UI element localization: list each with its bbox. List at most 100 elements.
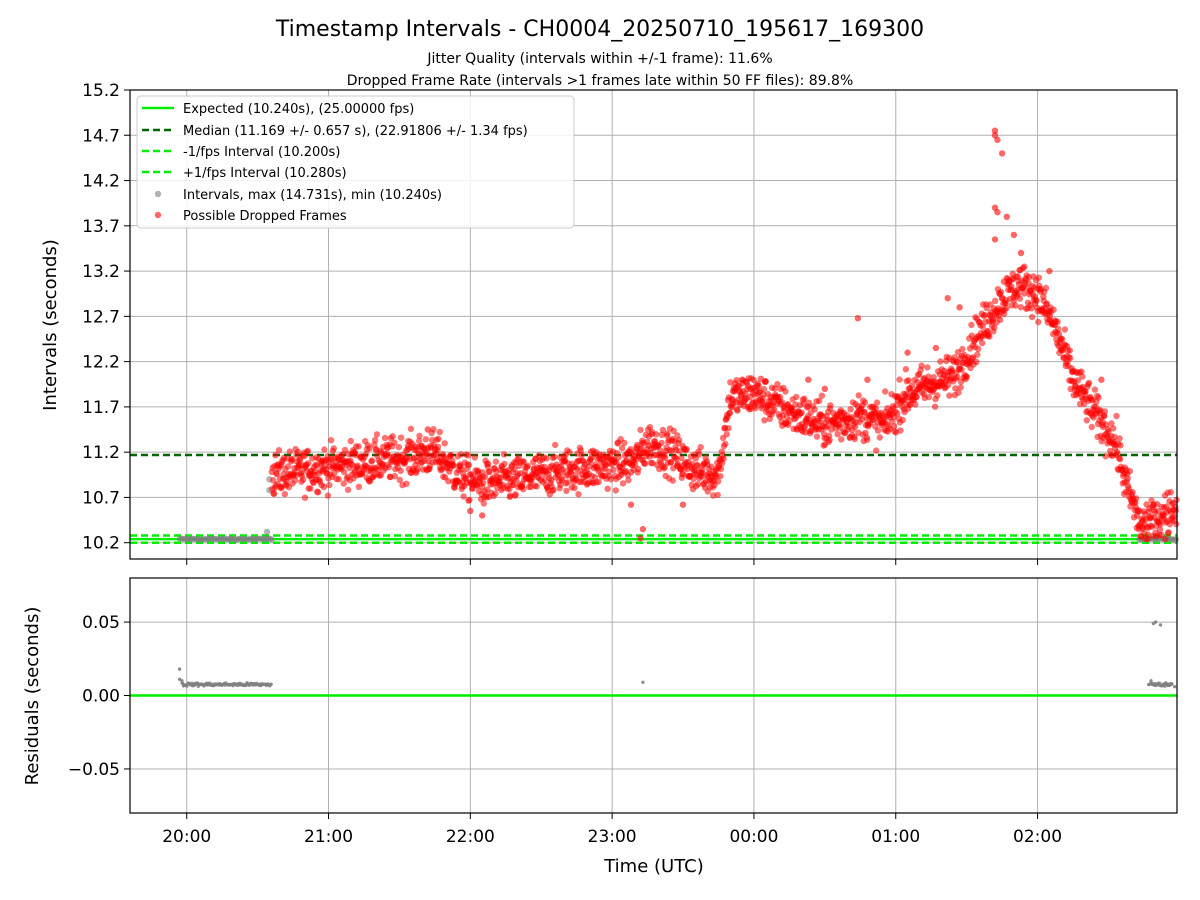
dropped-frame-point [304,447,311,454]
dropped-frame-point [958,366,965,373]
dropped-frame-point [564,479,571,486]
dropped-frame-point [975,345,982,352]
dropped-frame-point [695,451,703,458]
dropped-frame-point [354,465,362,472]
dropped-frame-point [294,448,302,456]
dropped-frame-point [894,410,901,417]
dropped-frame-point [991,236,999,243]
intervals-y-tick-label: 10.2 [82,534,120,554]
dropped-frame-point [1014,273,1021,280]
dropped-frame-point [1016,295,1024,302]
dropped-frame-point [557,481,564,488]
dropped-frame-point [395,443,403,451]
dropped-frame-point [851,435,858,443]
dropped-frame-point [637,535,644,542]
dropped-frame-point [424,426,431,433]
dropped-frame-point [1085,379,1093,387]
dropped-frame-point [726,409,733,417]
dropped-frame-point [669,477,676,484]
dropped-frame-point [776,393,784,401]
intervals-y-tick-label: 15.2 [82,81,120,101]
dropped-frame-point [1116,435,1123,442]
dropped-frame-point [471,454,478,461]
dropped-frame-point [434,443,442,451]
dropped-frame-point [635,465,642,473]
dropped-frame-point [1162,535,1169,543]
dropped-frame-point [1158,531,1165,539]
dropped-frame-point [492,490,499,497]
dropped-frame-point [714,491,721,499]
intervals-y-tick-label: 13.7 [82,217,120,237]
dropped-frame-point [717,465,725,472]
dropped-frame-point [414,465,421,472]
dropped-frame-point [362,450,370,458]
dropped-frame-point [551,453,558,460]
x-tick-label: 00:00 [729,827,778,847]
dropped-frame-point [480,479,487,486]
intervals-panel: 10.2 10.7 11.2 11.7 12.2 12.7 13.2 13.7 14.2 14.7… [40,81,1180,565]
x-axis-label: Time (UTC) [603,856,704,877]
dropped-frame-point [834,430,841,438]
dropped-frame-point [874,427,882,434]
dropped-frame-point [1124,475,1131,482]
intervals-x-ticks [186,559,1039,565]
dropped-frame-point [368,457,376,464]
dropped-frame-point [533,483,540,490]
dropped-frame-point [675,436,683,444]
dropped-frame-point [1017,304,1024,311]
dropped-frame-point [662,454,669,461]
dropped-frame-point [847,406,854,413]
dropped-frame-point [480,500,487,507]
dropped-frame-point [872,405,879,412]
dropped-frame-point [1117,442,1124,449]
dropped-frame-point [932,344,940,352]
residual-point [180,679,184,683]
residuals-x-ticks: 20:00 21:00 22:00 23:00 00:00 01:00 02:00 [162,813,1062,847]
dropped-frame-point [957,384,964,391]
dropped-frame-point [292,477,299,484]
dropped-frame-point [575,491,582,498]
intervals-points [176,127,1180,543]
x-tick-label: 21:00 [304,827,353,847]
dropped-frame-point [752,405,759,412]
dropped-frame-point [1091,386,1099,393]
dropped-frame-point [1046,267,1053,275]
dropped-frame-point [436,428,443,436]
x-tick-label: 23:00 [588,827,637,847]
dropped-frame-point [284,463,292,470]
intervals-y-tick-label: 11.7 [82,398,120,418]
dropped-frame-point [1003,304,1010,312]
dropped-frame-point [627,446,634,453]
legend: Expected (10.240s), (25.00000 fps) Media… [136,95,575,229]
dropped-frame-point [913,393,920,401]
dropped-frame-point [466,496,473,504]
dropped-frame-point [612,487,619,494]
intervals-y-ticks: 10.2 10.7 11.2 11.7 12.2 12.7 13.2 13.7 14.2 14.7… [82,81,130,554]
dropped-frame-point [678,454,685,462]
dropped-frame-point [715,478,722,485]
dropped-frame-point [578,451,585,458]
dropped-frame-point [1156,526,1164,533]
residual-point [185,684,189,688]
dropped-frame-point [734,407,741,414]
dropped-frame-point [355,483,363,490]
dropped-frame-point [1054,325,1062,332]
legend-box [136,95,575,229]
dropped-frame-point [631,461,639,468]
dropped-frame-point [445,478,452,485]
dropped-frame-point [524,462,531,469]
dropped-frame-point [389,433,396,440]
dropped-frame-point [625,477,632,484]
dropped-frame-point [1157,521,1164,528]
dropped-frame-point [270,477,277,484]
dropped-frame-point [924,364,931,371]
intervals-y-tick-label: 12.7 [82,307,120,327]
residual-point [269,682,273,686]
dropped-frame-point [604,485,611,492]
dropped-frame-point [479,512,486,519]
dropped-frame-point [326,481,333,489]
legend-expected-label: Expected (10.240s), (25.00000 fps) [183,102,414,117]
dropped-frame-point [1173,520,1180,528]
dropped-frame-point [755,382,762,390]
